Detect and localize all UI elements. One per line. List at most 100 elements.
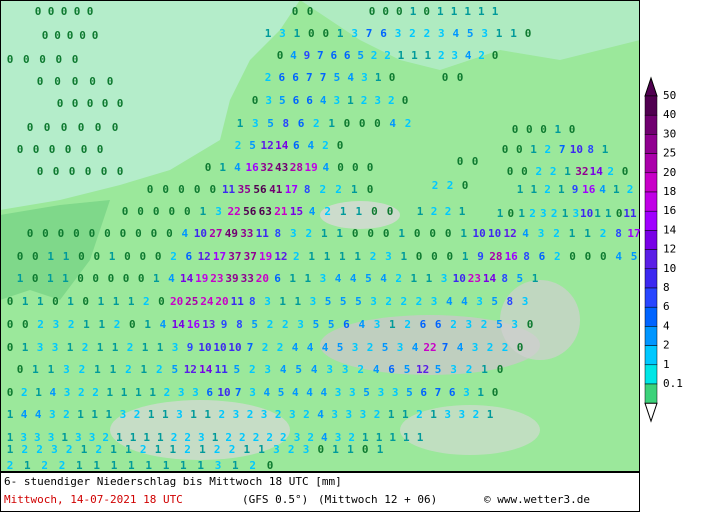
precip-value: 6 bbox=[330, 49, 337, 62]
precip-value: 2 bbox=[59, 459, 66, 472]
precip-value: 7 bbox=[235, 386, 242, 399]
precip-value: 3 bbox=[178, 386, 185, 399]
precip-value: 3 bbox=[326, 363, 333, 376]
precip-value: 1 bbox=[237, 117, 244, 130]
legend-swatch bbox=[644, 210, 658, 231]
land-shade bbox=[0, 200, 110, 300]
precip-value: 1 bbox=[339, 250, 346, 263]
precip-value: 1 bbox=[532, 272, 539, 285]
precip-value: 3 bbox=[34, 431, 41, 444]
terrain bbox=[110, 400, 290, 460]
precip-value: 1 bbox=[143, 431, 150, 444]
precip-value: 22 bbox=[423, 341, 436, 354]
precip-value: 1 bbox=[130, 431, 137, 444]
precip-value: 4 bbox=[317, 408, 324, 421]
precip-value: 2 bbox=[82, 341, 89, 354]
precip-value: 1 bbox=[63, 250, 70, 263]
precip-value: 1 bbox=[128, 459, 135, 472]
precip-value: 0 bbox=[277, 49, 284, 62]
precip-value: 2 bbox=[385, 295, 392, 308]
precip-value: 4 bbox=[307, 341, 314, 354]
precip-value: 1 bbox=[97, 341, 104, 354]
precip-value: 1 bbox=[204, 408, 211, 421]
precip-value: 4 bbox=[347, 71, 354, 84]
precip-value: 2 bbox=[502, 341, 509, 354]
precip-value: 0 bbox=[7, 386, 14, 399]
precip-value: 11 bbox=[215, 363, 229, 376]
precip-value: 1 bbox=[388, 408, 395, 421]
precip-value: 1 bbox=[279, 295, 286, 308]
precip-value: 0 bbox=[457, 71, 464, 84]
precip-value: 2 bbox=[431, 205, 438, 218]
precip-value: 1 bbox=[197, 459, 204, 472]
precip-value: 0 bbox=[135, 227, 142, 240]
precip-value: 1 bbox=[410, 5, 417, 18]
precip-value: 0 bbox=[446, 250, 453, 263]
precip-value: 1 bbox=[487, 408, 494, 421]
precip-value: 3 bbox=[289, 408, 296, 421]
precip-value: 2 bbox=[218, 408, 225, 421]
precip-value: 10 bbox=[473, 227, 486, 240]
footer-frame bbox=[0, 472, 640, 512]
precip-value: 3 bbox=[215, 459, 222, 472]
precip-value: 0 bbox=[42, 29, 49, 42]
precip-value: 16 bbox=[246, 161, 260, 174]
precip-value: 10 bbox=[453, 272, 466, 285]
precip-value: 0 bbox=[95, 121, 102, 134]
precip-value: 16 bbox=[582, 183, 596, 196]
precip-value: 4 bbox=[292, 386, 299, 399]
precip-value: 3 bbox=[261, 408, 268, 421]
precip-value: 20 bbox=[170, 295, 183, 308]
precip-value: 1 bbox=[98, 318, 105, 331]
precip-value: 0 bbox=[73, 227, 80, 240]
precip-value: 3 bbox=[472, 341, 479, 354]
precip-value: 1 bbox=[478, 5, 485, 18]
precip-value: 6 bbox=[539, 250, 546, 263]
precip-value: 12 bbox=[416, 363, 429, 376]
precip-value: 1 bbox=[496, 27, 503, 40]
precip-value: 0 bbox=[382, 5, 389, 18]
precip-value: 0 bbox=[431, 250, 438, 263]
precip-value: 0 bbox=[362, 443, 369, 456]
precip-value: 0 bbox=[147, 183, 154, 196]
footer: 6- stuendiger Niederschlag bis Mittwoch … bbox=[0, 472, 640, 512]
precip-value: 2 bbox=[551, 207, 558, 220]
precip-value: 0 bbox=[87, 5, 94, 18]
precip-value: 0 bbox=[516, 143, 523, 156]
precip-value: 0 bbox=[82, 295, 89, 308]
precip-value: 39 bbox=[225, 272, 238, 285]
precip-value: 5 bbox=[406, 386, 413, 399]
precip-value: 0 bbox=[527, 318, 534, 331]
precip-value: 3 bbox=[431, 295, 438, 308]
precip-value: 0 bbox=[107, 75, 114, 88]
precip-value: 22 bbox=[227, 205, 240, 218]
precip-value: 1 bbox=[324, 250, 331, 263]
precip-value: 8 bbox=[283, 117, 290, 130]
precip-value: 7 bbox=[559, 143, 566, 156]
precip-value: 19 bbox=[304, 161, 317, 174]
precip-value: 0 bbox=[57, 97, 64, 110]
precip-value: 23 bbox=[468, 272, 481, 285]
precip-value: 0 bbox=[387, 205, 394, 218]
precip-value: 3 bbox=[361, 71, 368, 84]
precip-value: 0 bbox=[492, 386, 499, 399]
precip-value: 0 bbox=[32, 250, 39, 263]
precip-value: 12 bbox=[274, 250, 287, 263]
precip-value: 0 bbox=[416, 250, 423, 263]
precip-value: 6 bbox=[306, 94, 313, 107]
precip-value: 4 bbox=[49, 386, 56, 399]
precip-value: 14 bbox=[275, 139, 289, 152]
legend-label: 30 bbox=[663, 127, 676, 140]
precip-value: 37 bbox=[244, 250, 257, 263]
precip-value: 6 bbox=[449, 386, 456, 399]
precip-value: 0 bbox=[492, 49, 499, 62]
precip-value: 1 bbox=[109, 250, 116, 263]
precip-value: 0 bbox=[367, 161, 374, 174]
precip-value: 4 bbox=[358, 318, 365, 331]
precip-value: 0 bbox=[7, 53, 14, 66]
precip-value: 8 bbox=[501, 272, 508, 285]
precip-value: 4 bbox=[21, 408, 28, 421]
precip-value: 0 bbox=[37, 75, 44, 88]
precip-value: 1 bbox=[62, 272, 69, 285]
precip-value: 1 bbox=[584, 227, 591, 240]
